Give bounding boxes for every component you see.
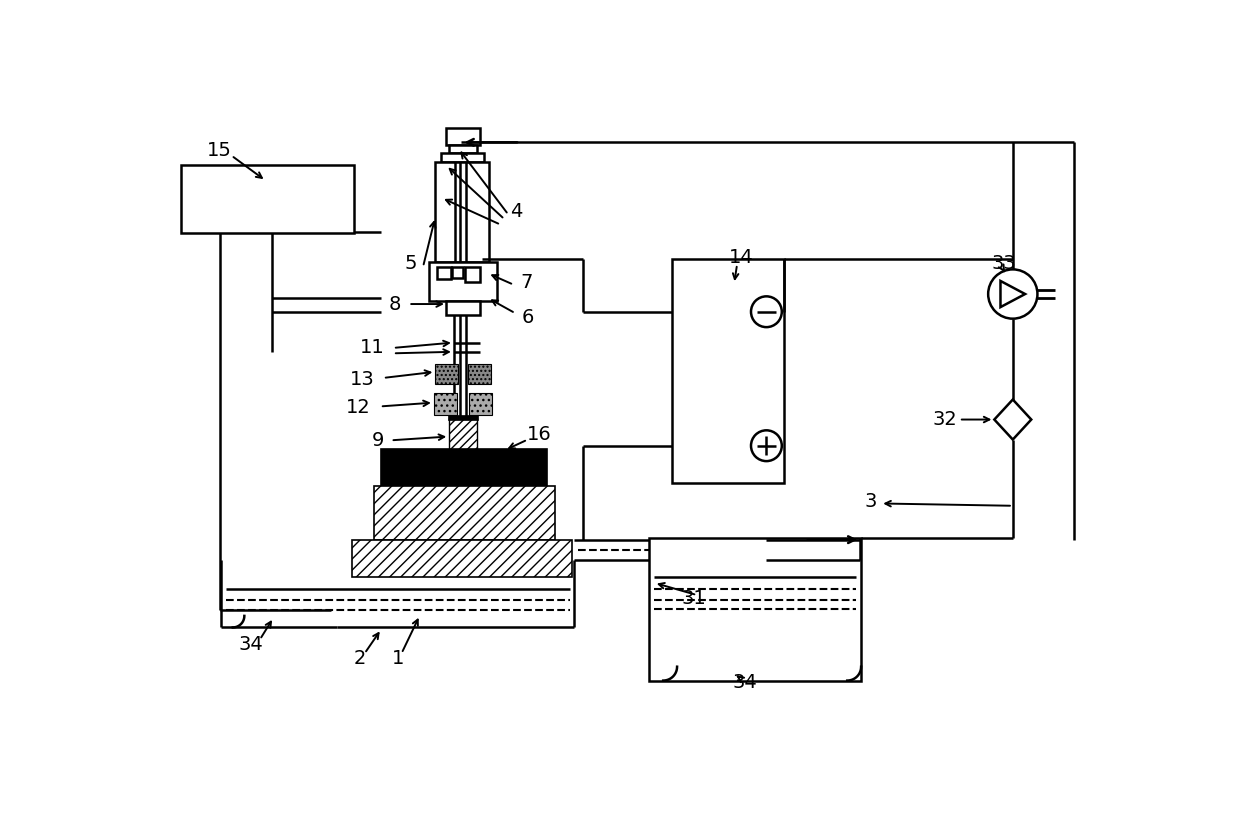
Bar [435,162,490,262]
Bar [465,267,480,282]
Bar [181,165,355,233]
Text: 7: 7 [520,273,532,292]
Bar [672,260,784,483]
Bar [469,393,492,415]
Bar [446,301,480,315]
Text: 16: 16 [527,426,552,444]
Bar [429,262,497,301]
Text: 11: 11 [360,339,384,357]
Text: 3: 3 [864,492,877,510]
Text: 8: 8 [389,295,402,313]
Text: 5: 5 [404,254,417,273]
Bar [435,364,459,384]
Bar [434,393,456,415]
Text: 9: 9 [371,431,383,450]
Bar [446,129,480,146]
Bar [382,449,547,486]
Text: 14: 14 [729,248,754,267]
Bar [467,364,491,384]
Text: 4: 4 [510,202,522,221]
Text: 34: 34 [733,673,758,693]
Text: 12: 12 [346,399,371,418]
Text: 34: 34 [238,635,263,654]
Text: 1: 1 [392,649,404,667]
Text: 6: 6 [522,308,534,326]
Bar [352,540,572,576]
Bar [449,146,477,153]
Bar [453,267,463,278]
Bar [449,418,477,457]
Bar [373,486,554,540]
Bar [436,267,450,279]
Bar [441,153,484,162]
Text: 15: 15 [207,141,232,160]
Text: 31: 31 [682,589,707,608]
Bar [448,415,479,419]
Text: 33: 33 [991,254,1016,273]
Text: 13: 13 [350,370,374,389]
Text: 2: 2 [353,649,366,667]
Bar [650,538,861,681]
Text: 32: 32 [932,410,957,429]
